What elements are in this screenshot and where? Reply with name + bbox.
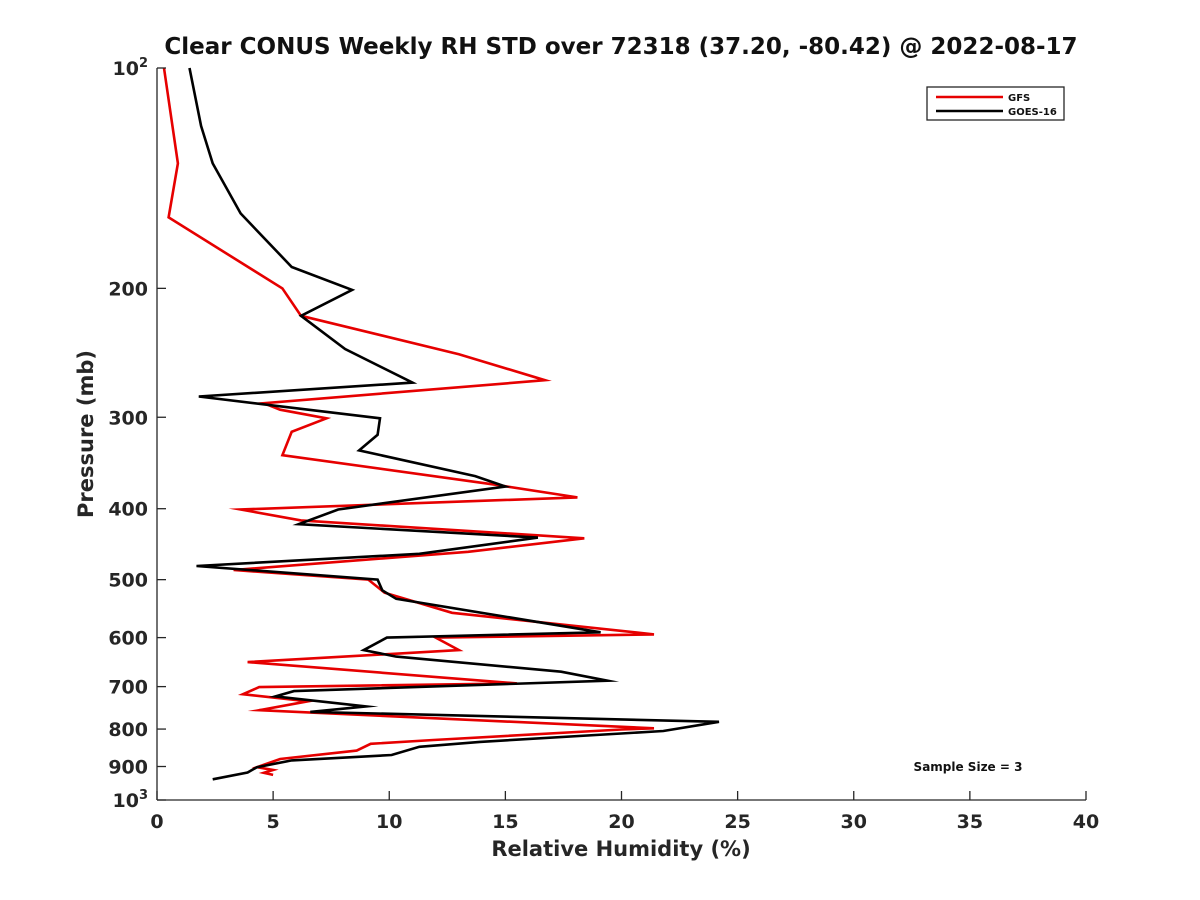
legend-box [926,86,1065,121]
x-tick-label: 40 [1073,811,1099,833]
x-tick-label: 10 [376,811,402,833]
y-tick-label: 700 [108,677,148,699]
x-tick-label: 0 [150,811,163,833]
x-tick-label: 30 [841,811,867,833]
y-tick-label: 102 [113,56,149,80]
y-tick-label: 200 [108,278,148,300]
series-layer [162,67,720,781]
x-tick-label: 15 [492,811,518,833]
x-axis-label: Relative Humidity (%) [491,837,750,861]
legend: GFS GOES-16 [926,86,1065,121]
series-line-goes-16 [188,67,720,781]
x-tick-label: 5 [267,811,280,833]
sample-size-annotation: Sample Size = 3 [914,760,1023,774]
y-tick-label: 400 [108,499,148,521]
y-tick-label: 800 [108,719,148,741]
legend-label: GFS [1008,93,1030,104]
axes-layer: 0 5 10 15 20 25 30 35 40 102 200 300 400 500 600 700 800… [108,56,1099,833]
y-tick-label: 300 [108,407,148,429]
y-tick-label: 600 [108,628,148,650]
y-tick-label: 103 [113,788,149,812]
y-tick-label: 500 [108,570,148,592]
x-tick-label: 35 [957,811,983,833]
y-axis-label: Pressure (mb) [74,350,98,518]
legend-label: GOES-16 [1008,107,1057,118]
y-tick-label: 900 [108,757,148,779]
chart-title: Clear CONUS Weekly RH STD over 72318 (37… [164,34,1077,60]
plot-area [157,68,1086,800]
x-tick-label: 25 [724,811,750,833]
x-tick-label: 20 [608,811,634,833]
